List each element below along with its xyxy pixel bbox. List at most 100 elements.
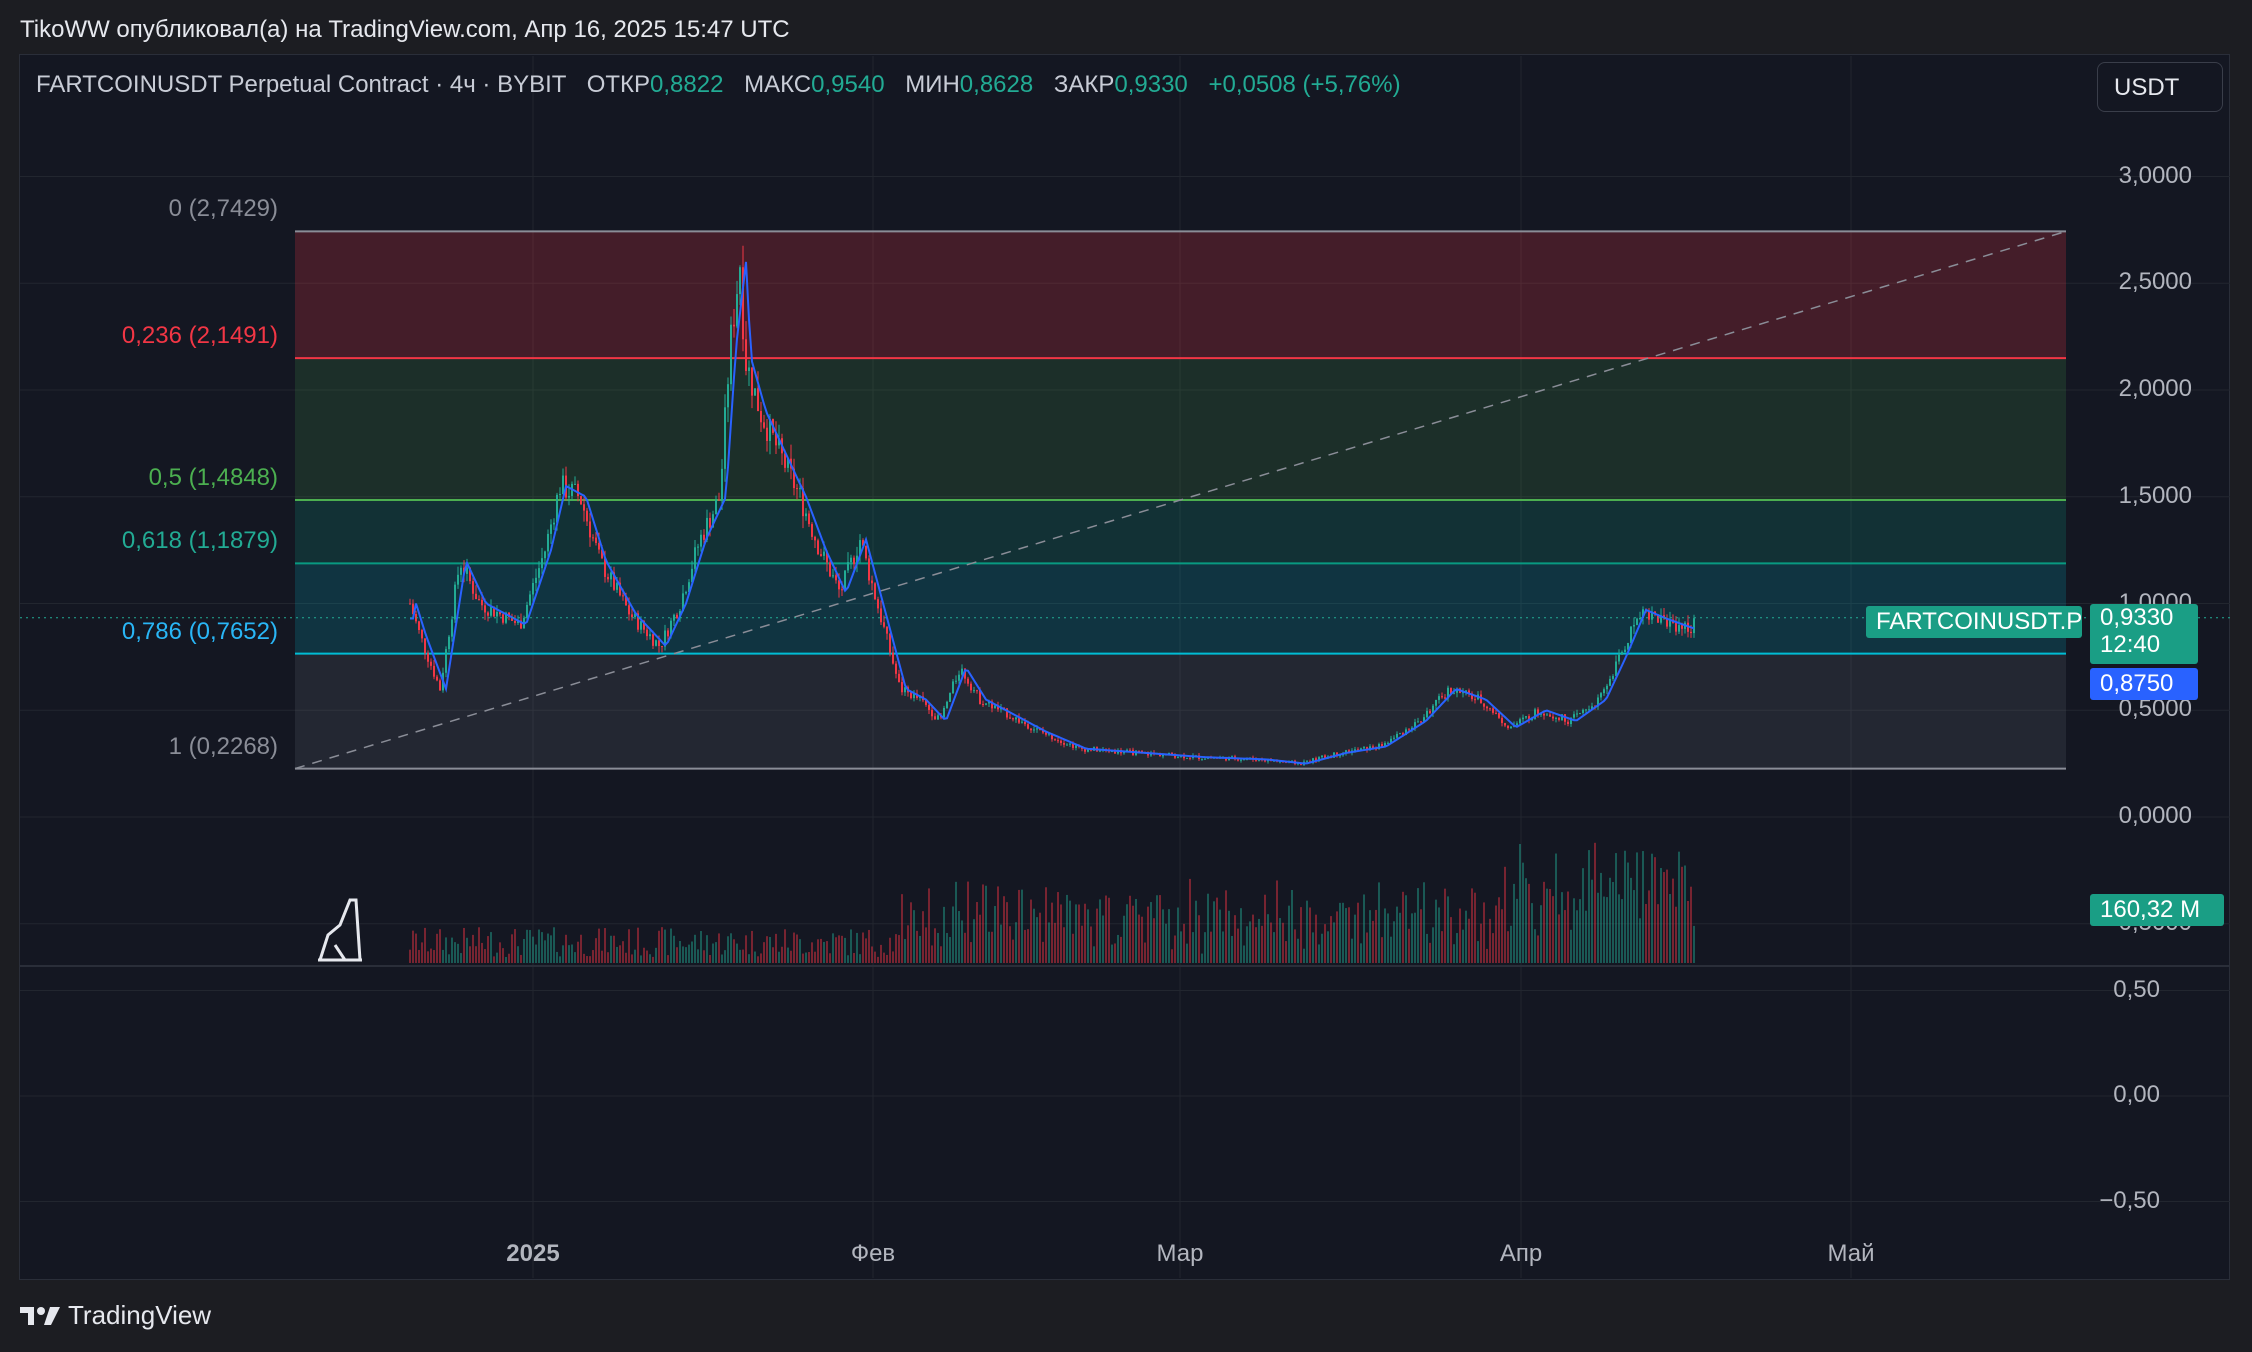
volume-bars (409, 842, 1695, 963)
candle-body (1336, 752, 1338, 756)
candle-body (1111, 751, 1113, 753)
volume-bar (1636, 852, 1638, 963)
candle-body (535, 577, 537, 583)
volume-bar (916, 930, 918, 963)
volume-bar (946, 933, 948, 963)
candle-body (568, 495, 570, 498)
candle-body (421, 629, 423, 639)
candle-body (1183, 755, 1185, 759)
volume-bar (1093, 946, 1095, 963)
candle-body (1558, 717, 1560, 720)
footer-brand: TradingView (68, 1300, 212, 1330)
footer-logo[interactable]: TradingView (20, 1300, 211, 1331)
candle-body (1630, 626, 1632, 643)
candle-body (805, 513, 807, 517)
volume-bar (1579, 899, 1581, 963)
symbol-header: FARTCOINUSDT Perpetual Contract · 4ч · B… (36, 71, 1401, 99)
candle-body (1606, 685, 1608, 690)
tradingview-logo-icon (20, 1306, 60, 1325)
candle-body (1063, 742, 1065, 745)
volume-bar (676, 947, 678, 963)
candle-body (967, 678, 969, 684)
volume-bar (1522, 862, 1524, 963)
volume-bar (730, 933, 732, 963)
volume-bar (1105, 895, 1107, 963)
candle-body (418, 621, 420, 630)
volume-bar (1324, 924, 1326, 963)
volume-bar (496, 952, 498, 963)
volume-bar (1321, 933, 1323, 963)
candle-body (1543, 713, 1545, 716)
candle-body (1567, 721, 1569, 725)
low-label: МИН (905, 71, 960, 98)
candle-body (1468, 690, 1470, 694)
currency-button[interactable]: USDT (2097, 62, 2223, 112)
candle-body (1072, 743, 1074, 748)
candle-body (868, 558, 870, 581)
candle-body (964, 668, 966, 679)
volume-bar (442, 949, 444, 963)
candle-body (814, 536, 816, 541)
candle-body (715, 499, 717, 515)
candle-body (1318, 757, 1320, 762)
volume-bar (1459, 908, 1461, 963)
candle-body (619, 582, 621, 596)
candle-body (622, 595, 624, 597)
candle-body (1420, 721, 1422, 723)
volume-bar (451, 937, 453, 963)
candle-body (1237, 759, 1239, 761)
candle-body (925, 700, 927, 705)
volume-bar (856, 932, 858, 963)
volume-bar (622, 941, 624, 963)
candle-body (1393, 737, 1395, 739)
fib-level-label: 1 (0,2268) (168, 732, 278, 760)
volume-bar (997, 886, 999, 963)
candle-body (1603, 689, 1605, 694)
candle-body (1648, 611, 1650, 620)
time-axis-label: Фев (850, 1240, 896, 1267)
volume-bar (1270, 922, 1272, 963)
volume-bar (832, 933, 834, 963)
volume-bar (1423, 882, 1425, 963)
volume-bar (1084, 903, 1086, 963)
volume-bar (859, 954, 861, 963)
volume-bar (1507, 931, 1509, 963)
indicator-axis-label: 0,50 (2113, 975, 2160, 1003)
candle-body (1045, 732, 1047, 735)
volume-bar (1624, 850, 1626, 963)
candle-body (1018, 717, 1020, 723)
volume-bar (433, 950, 435, 963)
candle-body (1633, 624, 1635, 627)
chart-pane[interactable] (19, 54, 2230, 1280)
volume-bar (1138, 914, 1140, 963)
volume-bar (1168, 909, 1170, 963)
volume-bar (520, 954, 522, 963)
volume-bar (697, 949, 699, 963)
candle-body (427, 653, 429, 662)
volume-bar (1477, 941, 1479, 963)
candle-body (709, 517, 711, 528)
symbol-title[interactable]: FARTCOINUSDT Perpetual Contract · 4ч · B… (36, 71, 567, 98)
volume-bar (571, 944, 573, 963)
volume-bar (1303, 948, 1305, 963)
volume-bar (1438, 907, 1440, 963)
replay-dino-icon[interactable] (318, 898, 362, 962)
candle-body (643, 621, 645, 630)
candle-body (1042, 729, 1044, 733)
candle-body (484, 605, 486, 613)
candle-body (1657, 614, 1659, 623)
volume-bar (691, 941, 693, 963)
candle-body (736, 294, 738, 327)
volume-bar (1642, 851, 1644, 963)
volume-bar (1282, 922, 1284, 963)
candle-body (820, 554, 822, 556)
candle-body (712, 514, 714, 528)
volume-bar (1612, 882, 1614, 963)
volume-bar (892, 951, 894, 963)
volume-bar (1627, 862, 1629, 963)
volume-bar (1114, 943, 1116, 963)
volume-bar (1555, 853, 1557, 963)
candle-body (883, 622, 885, 627)
volume-bar (1189, 878, 1191, 963)
